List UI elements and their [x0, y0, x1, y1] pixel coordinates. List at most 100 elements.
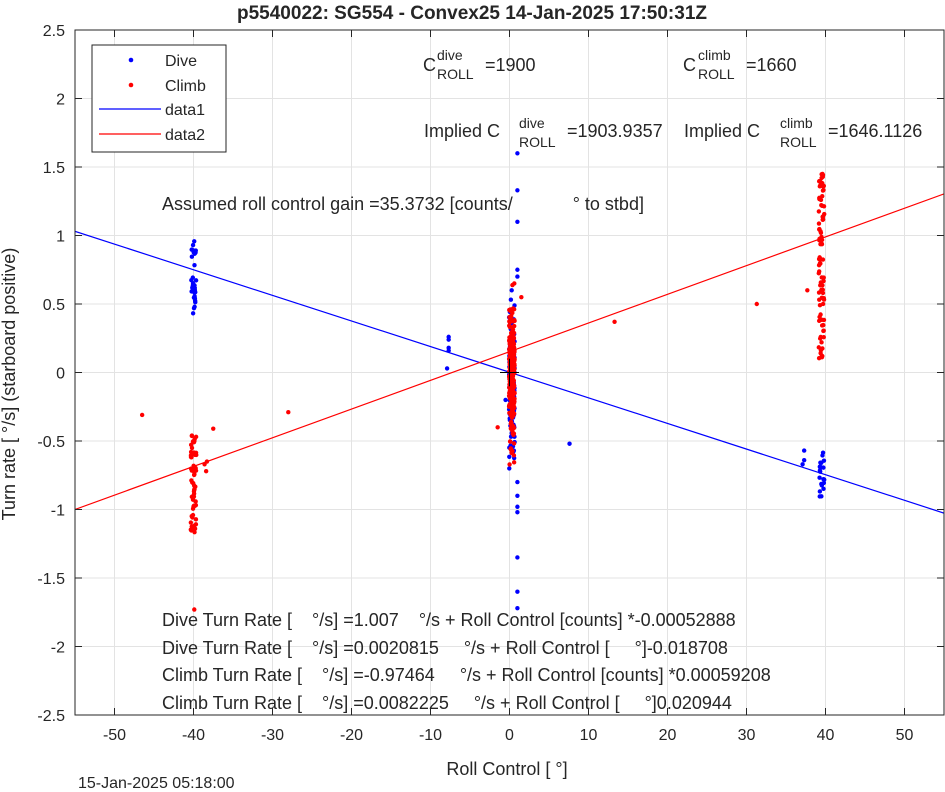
climb-point: [612, 319, 617, 325]
dive-point: [446, 348, 451, 353]
legend-climb-marker: [128, 82, 134, 88]
dive-point: [515, 188, 520, 193]
climb-point: [817, 184, 823, 189]
x-tick-label: -10: [419, 727, 442, 744]
climb-point: [509, 375, 514, 380]
implied-dive-base: Implied C: [424, 121, 500, 141]
dive-point: [189, 289, 194, 294]
climb-point: [189, 433, 195, 438]
climb-point: [509, 344, 514, 350]
climb-point: [507, 462, 512, 467]
climb-point: [819, 237, 824, 243]
climb-point: [203, 468, 209, 474]
y-tick-label: -2.5: [37, 708, 65, 725]
climb-point: [139, 412, 145, 418]
climb-point: [191, 503, 197, 508]
climb-point: [819, 340, 824, 345]
x-tick-label: 20: [659, 727, 677, 744]
dive-point: [567, 441, 572, 446]
annotation-c-dive: C dive ROLL =1900: [423, 47, 536, 82]
climb-point: [507, 439, 513, 444]
climb-point: [820, 283, 825, 288]
dive-point: [189, 254, 195, 259]
climb-point: [820, 193, 825, 199]
timestamp: 15-Jan-2025 05:18:00: [78, 775, 235, 792]
y-tick-label: -1.5: [37, 571, 65, 588]
x-tick-label: 10: [580, 727, 598, 744]
dive-point: [515, 510, 520, 515]
climb-point: [512, 323, 517, 329]
climb-point: [286, 410, 291, 415]
climb-point: [511, 453, 517, 458]
dive-point: [507, 466, 512, 471]
climb-point: [512, 370, 517, 376]
dive-point: [446, 337, 451, 342]
climb-point: [821, 187, 826, 193]
x-tick-label: 50: [896, 727, 914, 744]
climb-point: [202, 462, 207, 467]
climb-point: [820, 217, 826, 222]
dive-point: [193, 289, 198, 295]
dive-point: [507, 454, 512, 460]
climb-point: [820, 301, 826, 307]
y-axis-label: Turn rate [ °/s] (starboard positive): [0, 248, 19, 521]
dive-point: [515, 555, 520, 560]
climb-point: [192, 607, 197, 612]
dive-point: [515, 151, 520, 156]
climb-point: [192, 464, 197, 470]
climb-point: [821, 328, 826, 333]
climb-point: [191, 472, 197, 478]
climb-point: [511, 441, 517, 446]
c-climb-base: C: [683, 55, 696, 75]
climb-point: [188, 454, 194, 460]
dive-point: [444, 366, 450, 371]
climb-point: [188, 466, 194, 471]
y-tick-label: -2: [51, 640, 65, 657]
climb-point: [821, 296, 827, 301]
climb-point: [511, 383, 517, 389]
climb-point: [754, 301, 759, 307]
y-tick-label: -0.5: [37, 434, 65, 451]
climb-point: [510, 448, 515, 454]
implied-dive-sub: ROLL: [519, 134, 556, 150]
climb-point: [820, 353, 825, 359]
climb-point: [818, 261, 823, 266]
dive-point: [192, 239, 197, 244]
y-tick-label: 1.5: [43, 160, 65, 177]
climb-point: [511, 460, 517, 465]
implied-climb-value: =1646.1126: [828, 121, 922, 141]
y-tick-label: 2.5: [43, 23, 65, 40]
climb-point: [190, 512, 196, 518]
climb-point: [188, 520, 194, 525]
y-axis-ticks: -2.5 -2 -1.5 -1 -0.5 0 0.5 1 1.5 2 2.5: [37, 23, 944, 725]
x-tick-label: 30: [738, 727, 756, 744]
climb-point: [818, 241, 823, 247]
climb-point: [507, 392, 513, 397]
dive-point: [820, 450, 826, 455]
implied-dive-sup: dive: [519, 115, 545, 131]
y-tick-label: 1: [56, 229, 65, 246]
implied-dive-value: =1903.9357: [567, 121, 663, 141]
climb-point: [509, 314, 514, 320]
legend-data2-label: data2: [165, 127, 205, 144]
climb-point: [193, 450, 199, 455]
annotation-implied-dive: Implied C dive ROLL =1903.9357: [424, 115, 663, 150]
dive-point: [190, 242, 196, 248]
climb-point: [188, 449, 194, 455]
dive-point: [515, 504, 520, 509]
dive-point: [192, 293, 197, 299]
dive-point: [515, 605, 520, 611]
c-dive-value: =1900: [485, 55, 536, 75]
climb-point: [509, 329, 515, 334]
climb-point: [193, 517, 199, 522]
dive-point: [515, 493, 520, 498]
climb-point: [821, 184, 826, 189]
dive-point: [515, 274, 520, 279]
legend-dive-marker: [128, 57, 134, 63]
c-climb-sub: ROLL: [698, 66, 735, 82]
climb-point: [519, 294, 524, 300]
dive-point: [819, 460, 824, 465]
climb-point: [193, 522, 199, 527]
climb-point: [193, 484, 198, 489]
